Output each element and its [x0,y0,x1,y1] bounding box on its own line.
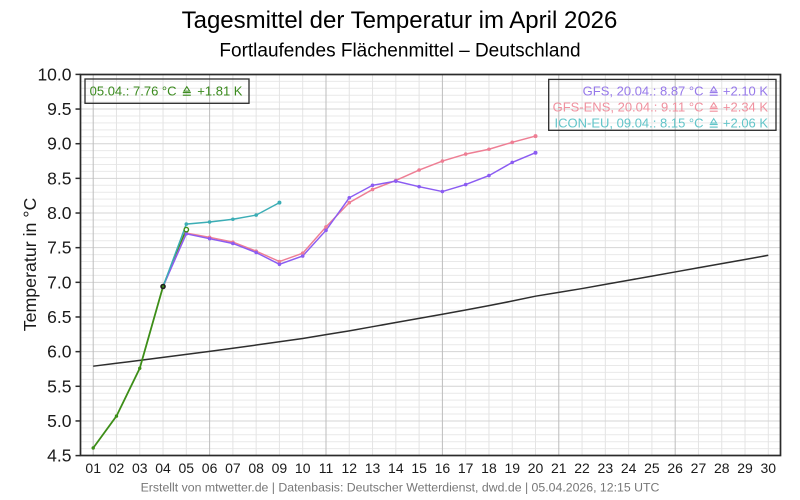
svg-text:16: 16 [435,460,451,476]
svg-text:Temperatur in °C: Temperatur in °C [20,198,40,332]
svg-text:26: 26 [667,460,683,476]
svg-text:9.5: 9.5 [47,99,71,119]
svg-text:27: 27 [691,460,707,476]
svg-text:12: 12 [341,460,357,476]
svg-text:+2.10 K: +2.10 K [723,84,769,99]
svg-text:03: 03 [132,460,148,476]
svg-text:09: 09 [272,460,288,476]
svg-text:4.5: 4.5 [47,446,71,466]
svg-text:8.0: 8.0 [47,203,72,223]
svg-text:5.5: 5.5 [47,376,71,396]
svg-text:05: 05 [179,460,195,476]
svg-text:+2.34 K: +2.34 K [723,100,769,115]
svg-text:28: 28 [714,460,730,476]
svg-text:17: 17 [458,460,474,476]
svg-text:Tagesmittel der Temperatur im: Tagesmittel der Temperatur im April 2026 [182,7,618,34]
svg-text:GFS, 20.04.: 8.87 °C: GFS, 20.04.: 8.87 °C [583,84,704,99]
svg-text:21: 21 [551,460,567,476]
svg-text:+1.81 K: +1.81 K [197,84,243,99]
svg-text:30: 30 [761,460,777,476]
svg-text:14: 14 [388,460,404,476]
svg-text:22: 22 [574,460,590,476]
svg-text:19: 19 [504,460,520,476]
svg-text:23: 23 [598,460,614,476]
svg-text:7.5: 7.5 [47,238,71,258]
svg-text:Erstellt von mtwetter.de | Dat: Erstellt von mtwetter.de | Datenbasis: D… [141,481,660,495]
svg-text:01: 01 [85,460,101,476]
svg-text:25: 25 [644,460,660,476]
svg-text:13: 13 [365,460,381,476]
svg-text:29: 29 [737,460,753,476]
svg-text:9.0: 9.0 [47,134,72,154]
svg-text:6.0: 6.0 [47,342,72,362]
svg-text:6.5: 6.5 [47,307,71,327]
svg-text:07: 07 [225,460,241,476]
svg-text:15: 15 [411,460,427,476]
svg-text:8.5: 8.5 [47,168,71,188]
svg-text:18: 18 [481,460,497,476]
svg-text:08: 08 [248,460,264,476]
svg-text:24: 24 [621,460,637,476]
svg-text:04: 04 [155,460,171,476]
svg-text:05.04.: 7.76 °C: 05.04.: 7.76 °C [90,84,177,99]
svg-text:Fortlaufendes Flächenmittel –: Fortlaufendes Flächenmittel – Deutschlan… [219,41,580,62]
svg-text:20: 20 [528,460,544,476]
svg-text:02: 02 [109,460,125,476]
svg-text:11: 11 [319,460,334,476]
svg-text:5.0: 5.0 [47,411,72,431]
svg-text:06: 06 [202,460,218,476]
svg-text:10.0: 10.0 [37,64,71,84]
svg-text:+2.06 K: +2.06 K [723,116,769,131]
svg-text:7.0: 7.0 [47,272,72,292]
svg-text:ICON-EU, 09.04.: 8.15 °C: ICON-EU, 09.04.: 8.15 °C [555,116,704,131]
svg-text:10: 10 [295,460,311,476]
svg-text:GFS-ENS, 20.04.: 9.11 °C: GFS-ENS, 20.04.: 9.11 °C [553,100,704,115]
